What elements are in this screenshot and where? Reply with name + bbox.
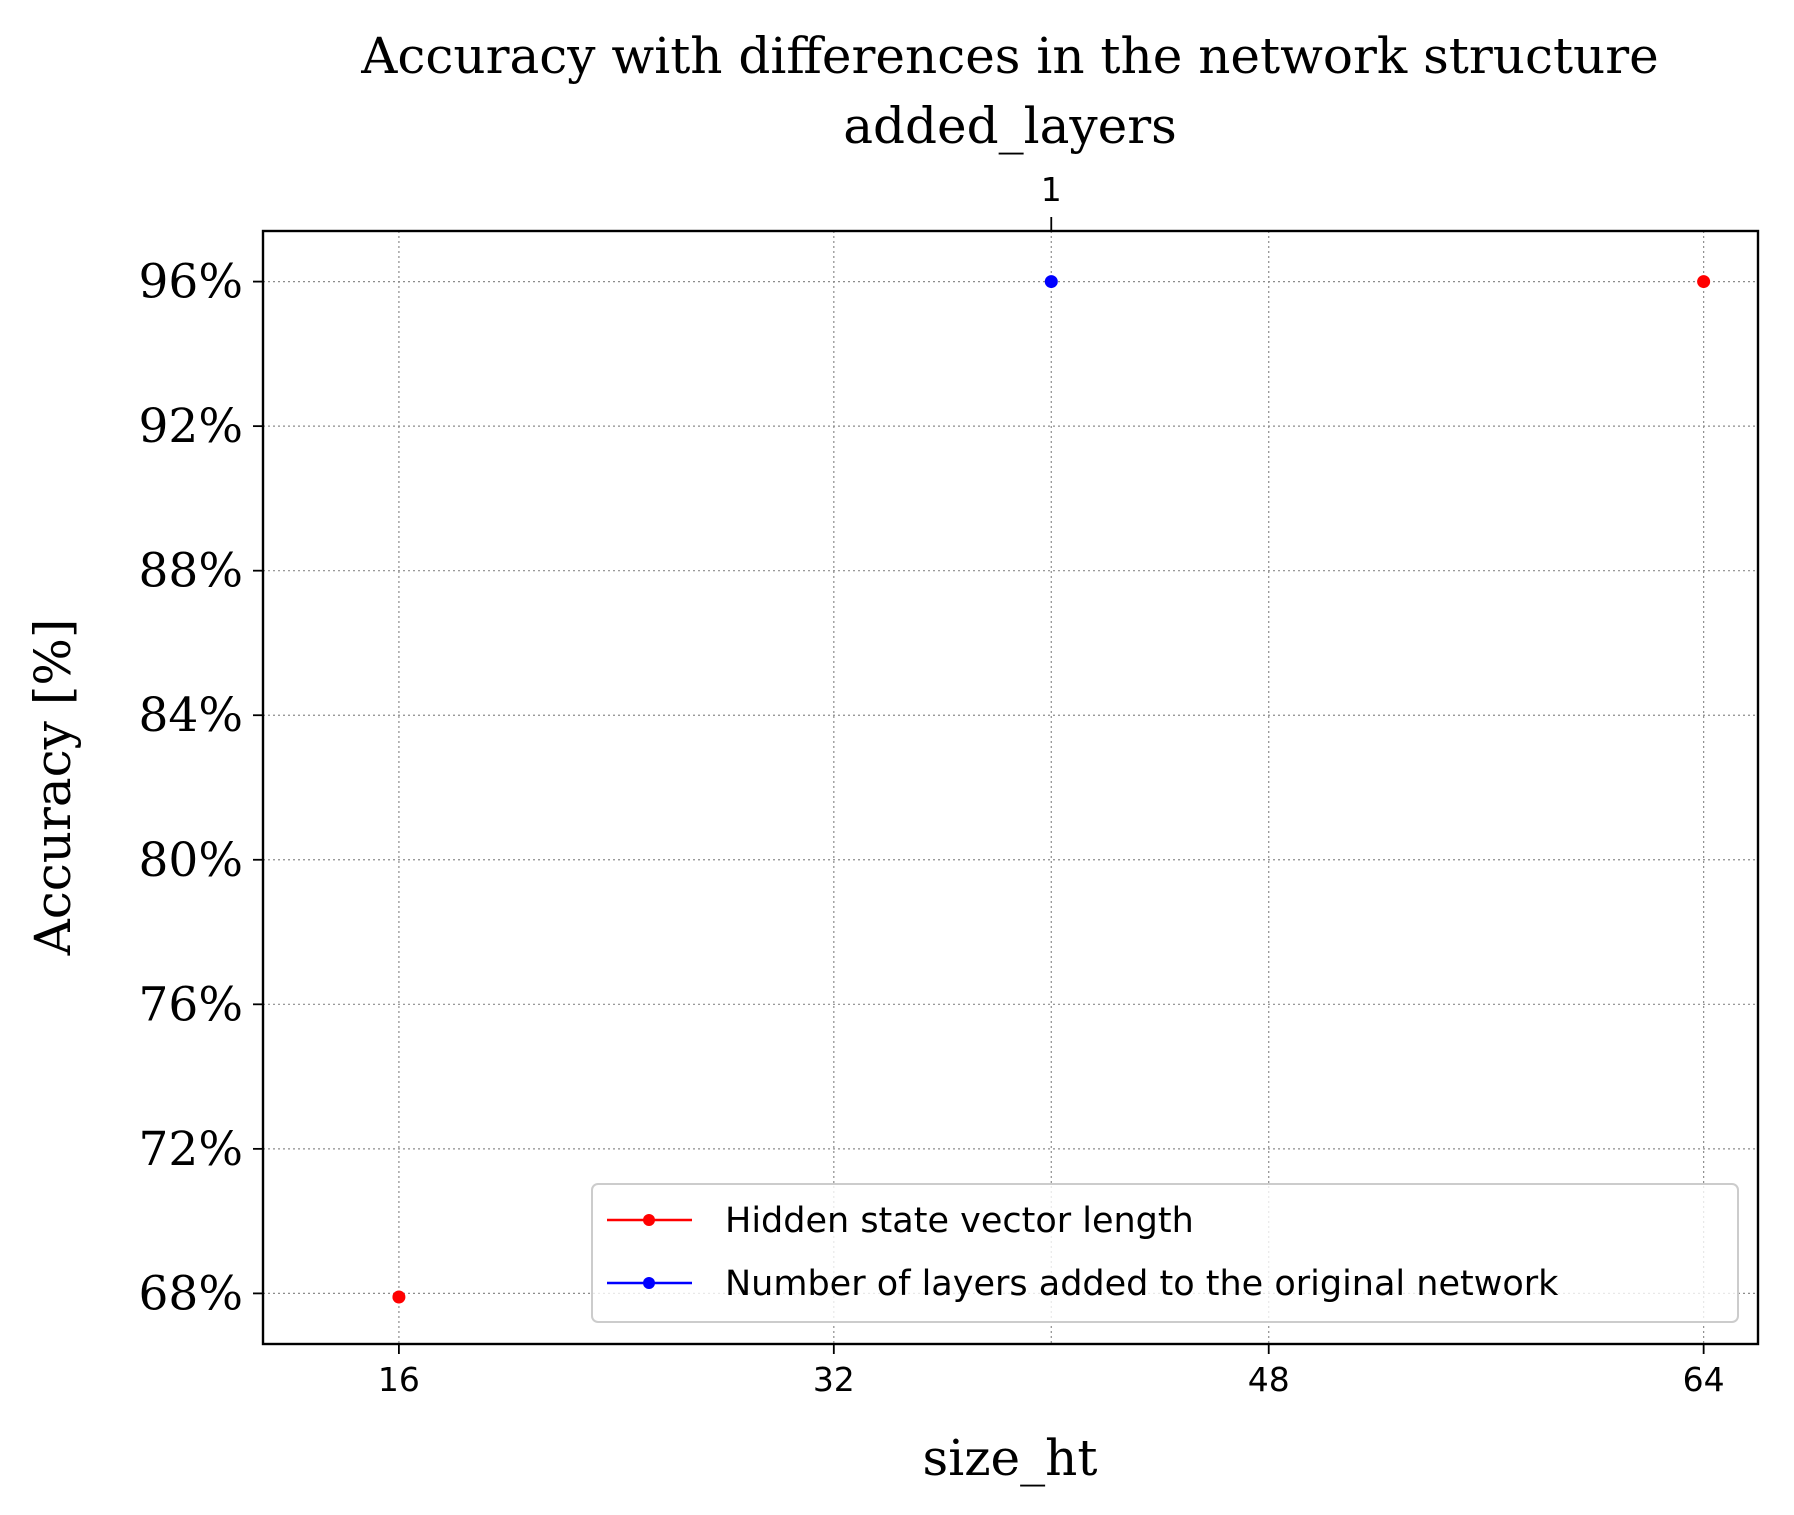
top-tick-label: 1 — [1041, 170, 1062, 209]
legend-label-hidden-state: Hidden state vector length — [725, 1201, 1194, 1241]
plot-frame — [261, 229, 1760, 1346]
y-tick-label: 68% — [139, 1266, 243, 1321]
y-tick-label: 84% — [139, 688, 243, 743]
data-point — [1697, 275, 1711, 289]
axis-ticks: 68% 72% 76% 80% 84% 88% 92% 96% 16 32 48 64 1 — [139, 170, 1725, 1399]
legend-label-added-layers: Number of layers added to the original n… — [725, 1264, 1559, 1304]
top-axis-label: added_layers — [843, 97, 1177, 155]
y-tick-label: 96% — [139, 255, 243, 310]
grid-lines — [263, 231, 1758, 1344]
y-tick-label: 72% — [139, 1122, 243, 1177]
chart-title: Accuracy with differences in the network… — [360, 27, 1659, 85]
x-tick-label: 32 — [813, 1360, 855, 1399]
data-point — [1044, 275, 1058, 289]
legend: Hidden state vector length Number of lay… — [591, 1183, 1739, 1323]
legend-box — [591, 1183, 1739, 1323]
y-tick-label: 80% — [139, 833, 243, 888]
data-points — [392, 275, 1711, 1304]
y-tick-label: 88% — [139, 544, 243, 599]
x-tick-label: 16 — [378, 1360, 420, 1399]
x-tick-label: 48 — [1248, 1360, 1290, 1399]
y-tick-label: 92% — [139, 399, 243, 454]
y-tick-label: 76% — [139, 977, 243, 1032]
data-point — [392, 1290, 406, 1304]
y-axis-label: Accuracy [%] — [24, 619, 82, 957]
legend-marker-added-layers — [643, 1277, 655, 1289]
legend-marker-hidden-state — [643, 1214, 655, 1226]
x-axis-label: size_ht — [923, 1429, 1098, 1487]
x-tick-label: 64 — [1683, 1360, 1725, 1399]
